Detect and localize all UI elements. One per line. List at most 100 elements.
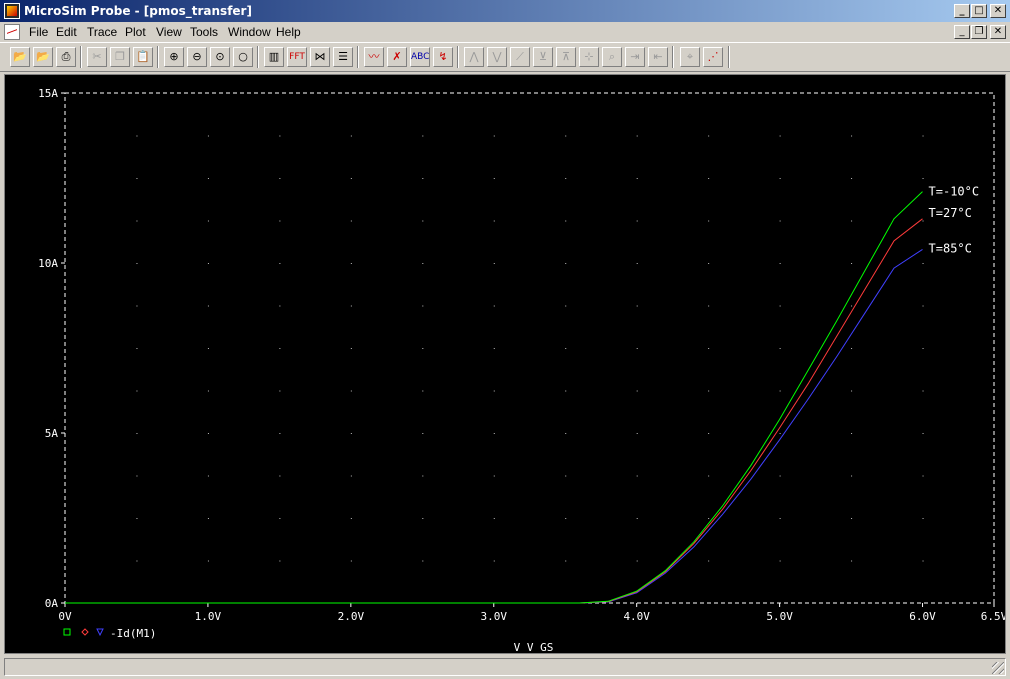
grid-dot [565, 560, 567, 562]
grid-dot [565, 263, 567, 264]
grid-dot [493, 220, 495, 222]
delete-traces-icon[interactable]: ✗ [387, 47, 407, 67]
y-axis-ticks: 0A 5A 10A 15A [38, 87, 65, 610]
legend[interactable]: -Id(M1) [63, 627, 156, 640]
grid-dot [422, 348, 424, 349]
grid-dot [708, 178, 710, 179]
cursor-min-icon[interactable]: ⊻ [533, 47, 553, 67]
menu-view[interactable]: View [156, 25, 182, 39]
menu-plot[interactable]: Plot [125, 25, 146, 39]
status-bar [4, 658, 1006, 676]
menu-help[interactable]: Help [276, 25, 301, 39]
display-measurements-icon[interactable]: ⋰ [703, 47, 723, 67]
toggle-plot-icon[interactable]: ▥ [264, 47, 284, 67]
grid-dot [350, 348, 352, 349]
mark-label-icon[interactable]: ⌖ [680, 47, 700, 67]
grid-dot [851, 263, 853, 264]
grid-dot [922, 178, 924, 179]
x-axis-label: V_V_GS [514, 641, 554, 653]
x-tick-label: 6.0V [909, 610, 936, 623]
label-icon[interactable]: ABC [410, 47, 430, 67]
doc-restore-button[interactable]: ❐ [971, 25, 987, 39]
zoom-out-icon[interactable]: ⊖ [187, 47, 207, 67]
grid-dot [422, 305, 424, 307]
minimize-button[interactable]: _ [954, 4, 970, 18]
plot-canvas[interactable]: 0V 1.0V 2.0V 3.0V 4.0V 5.0V 6.0V 6.5V 0A 5A 10A 15… [5, 75, 1007, 654]
grid-dot [493, 518, 495, 519]
grid-dot [207, 475, 209, 477]
y-tick-label: 10A [38, 257, 58, 270]
open-icon[interactable]: 📂 [10, 47, 30, 67]
cursor-trough-icon[interactable]: ⋁ [487, 47, 507, 67]
grid-dot [565, 348, 567, 349]
copy-icon[interactable]: ❐ [110, 47, 130, 67]
doc-close-button[interactable]: ✕ [990, 25, 1006, 39]
zoom-area-icon[interactable]: ⊙ [210, 47, 230, 67]
menu-tools[interactable]: Tools [190, 25, 219, 39]
grid-dot [922, 220, 924, 222]
cursor-search-icon[interactable]: ⌕ [602, 47, 622, 67]
grid-dot [279, 518, 281, 519]
performance-icon[interactable]: ⋈ [310, 47, 330, 67]
menu-file[interactable]: File [29, 25, 49, 39]
grid-dot [207, 433, 209, 434]
zoom-fit-icon[interactable]: ○ [233, 47, 253, 67]
zoom-in-icon[interactable]: ⊕ [164, 47, 184, 67]
grid-dot [636, 220, 638, 222]
grid-dot [779, 390, 781, 392]
close-button[interactable]: ✕ [990, 4, 1006, 18]
cursor-peak-icon[interactable]: ⋀ [464, 47, 484, 67]
menu-trace[interactable]: Trace [87, 25, 118, 39]
previous-transition-icon[interactable]: ⇤ [648, 47, 668, 67]
cursor-slope-icon[interactable]: ⟋ [510, 47, 530, 67]
menu-edit[interactable]: Edit [56, 25, 77, 39]
legend-label: -Id(M1) [110, 627, 156, 640]
maximize-button[interactable]: □ [971, 4, 987, 18]
app-icon[interactable] [4, 3, 20, 19]
grid-dot [493, 178, 495, 179]
toolbar-separator [257, 46, 259, 68]
grid-dot [708, 305, 710, 307]
cursor-max-icon[interactable]: ⊼ [556, 47, 576, 67]
paste-icon[interactable]: 📋 [133, 47, 153, 67]
cursor-point-icon[interactable]: ⊹ [579, 47, 599, 67]
grid-dot [350, 263, 352, 264]
add-trace-icon[interactable]: 〰 [364, 47, 384, 67]
grid-dot [708, 390, 710, 392]
grid-dot [422, 220, 424, 222]
grid-dot [422, 263, 424, 264]
resize-grip-icon[interactable] [992, 662, 1004, 674]
doc-minimize-button[interactable]: _ [954, 25, 970, 39]
print-icon[interactable]: ⎙ [56, 47, 76, 67]
grid-dot [350, 178, 352, 179]
grid-dot [279, 305, 281, 307]
grid-dot [136, 135, 138, 137]
grid-dot [779, 518, 781, 519]
grid-dot [636, 390, 638, 392]
grid-dot [779, 433, 781, 434]
grid-dot [422, 178, 424, 179]
grid-dot [708, 560, 710, 562]
plot-window[interactable]: 0V 1.0V 2.0V 3.0V 4.0V 5.0V 6.0V 6.5V 0A 5A 10A 15… [4, 74, 1008, 654]
document-icon[interactable] [4, 24, 20, 40]
eval-icon[interactable]: ☰ [333, 47, 353, 67]
grid-dot [279, 560, 281, 562]
grid-dot [708, 433, 710, 434]
trace-line [65, 191, 923, 604]
grid-dot [350, 433, 352, 434]
x-tick-label: 5.0V [766, 610, 793, 623]
mark-data-points-icon[interactable]: ↯ [433, 47, 453, 67]
grid-dot [922, 348, 924, 349]
grid-dot [350, 390, 352, 392]
open-append-icon[interactable]: 📂 [33, 47, 53, 67]
trace-label: T=-10°C [929, 185, 980, 199]
next-transition-icon[interactable]: ⇥ [625, 47, 645, 67]
grid-dot [207, 135, 209, 137]
menu-window[interactable]: Window [228, 25, 271, 39]
fft-icon[interactable]: FFT [287, 47, 307, 67]
grid-dot [136, 518, 138, 519]
grid-dot [350, 475, 352, 477]
grid-dot [565, 305, 567, 307]
grid-dot [922, 518, 924, 519]
cut-icon[interactable]: ✂ [87, 47, 107, 67]
